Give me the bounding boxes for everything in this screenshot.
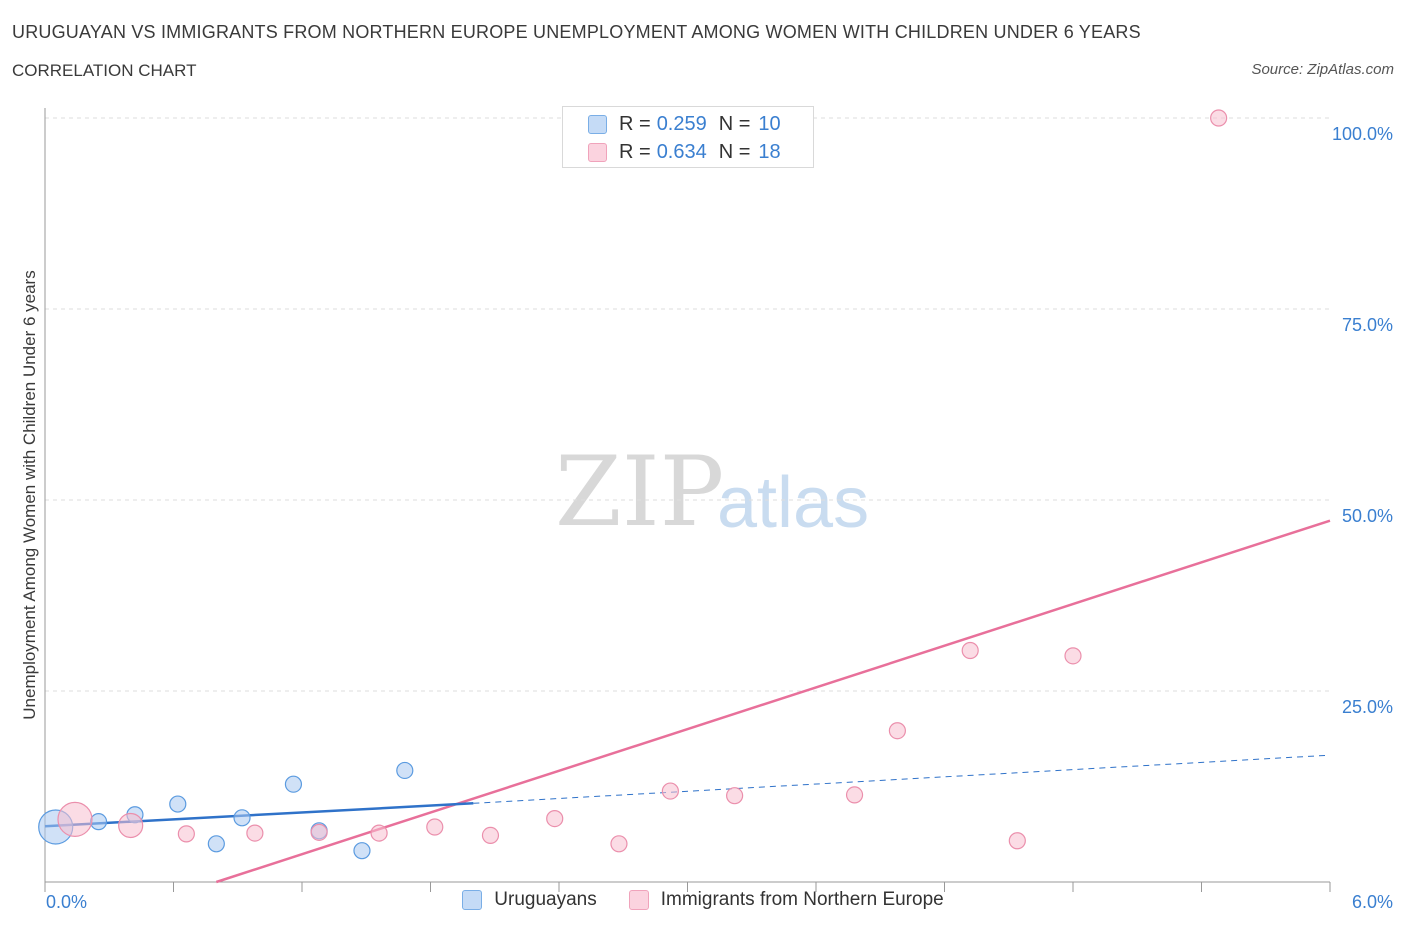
r-label: R = xyxy=(619,140,651,163)
chart-subtitle: CORRELATION CHART xyxy=(12,61,197,80)
watermark: ZIP atlas xyxy=(555,436,869,548)
immigrants-swatch xyxy=(588,142,607,162)
watermark-atlas: atlas xyxy=(717,463,869,543)
immigrants-point xyxy=(310,823,328,841)
y-tick-label-100: 100.0% xyxy=(1332,124,1393,144)
immigrants-point xyxy=(845,786,864,804)
immigrants-point xyxy=(426,818,444,836)
uruguayans-point xyxy=(89,813,108,831)
n-label: N = xyxy=(718,140,751,163)
legend-item-immigrants[interactable]: Immigrants from Northern Europe xyxy=(628,889,944,911)
legend-label: Uruguayans xyxy=(494,889,597,910)
immigrants-point xyxy=(726,787,744,805)
n-value: 10 xyxy=(758,112,781,135)
immigrants-point xyxy=(546,809,564,828)
uruguayans-point xyxy=(169,795,187,813)
trend-lines xyxy=(44,519,1331,884)
immigrants-trend-line xyxy=(215,519,1331,884)
stats-legend: R = 0.259 N = 10 R = 0.634 N = 18 xyxy=(562,106,814,168)
immigrants-point xyxy=(1008,832,1026,850)
n-label: N = xyxy=(718,112,751,135)
immigrants-point xyxy=(246,824,264,842)
x-tick-label-max: 6.0% xyxy=(1352,892,1393,912)
uruguayans-point xyxy=(284,775,303,793)
immigrants-legend-swatch xyxy=(628,890,649,910)
n-value: 18 xyxy=(758,140,781,163)
immigrants-point xyxy=(481,826,500,844)
uruguayans-point xyxy=(396,761,414,780)
legend-item-uruguayans[interactable]: Uruguayans xyxy=(462,889,597,911)
tick-labels: 25.0% 50.0% 75.0% 100.0% 0.0% 6.0% xyxy=(46,124,1393,912)
immigrants-point xyxy=(370,824,388,842)
r-value: 0.634 xyxy=(656,140,707,163)
r-value: 0.259 xyxy=(656,112,707,135)
stats-legend-row-uruguayans: R = 0.259 N = 10 xyxy=(588,112,781,136)
y-tick-label-25: 25.0% xyxy=(1342,697,1393,717)
uruguayans-trend-line xyxy=(44,802,474,828)
uruguayans-legend-swatch xyxy=(462,890,483,910)
watermark-zip: ZIP xyxy=(555,436,724,548)
immigrants-point xyxy=(118,812,144,839)
y-tick-label-50: 50.0% xyxy=(1342,506,1393,526)
immigrants-point xyxy=(57,801,93,837)
immigrants-point xyxy=(661,782,679,800)
immigrants-point xyxy=(961,641,979,660)
uruguayans-point xyxy=(207,835,225,853)
r-label: R = xyxy=(619,112,651,135)
data-points xyxy=(38,109,1228,860)
uruguayans-point xyxy=(233,809,251,827)
uruguayans-swatch xyxy=(588,114,607,134)
immigrants-point xyxy=(177,825,195,843)
axes xyxy=(44,108,1331,892)
stats-legend-row-immigrants: R = 0.634 N = 18 xyxy=(588,140,781,164)
immigrants-point xyxy=(888,722,906,740)
chart-title: URUGUAYAN VS IMMIGRANTS FROM NORTHERN EU… xyxy=(12,22,1141,42)
uruguayans-point xyxy=(353,842,371,860)
legend-label: Immigrants from Northern Europe xyxy=(660,889,944,910)
immigrants-point xyxy=(1210,109,1228,127)
grid-lines xyxy=(45,117,1330,692)
series-legend: Uruguayans Immigrants from Northern Euro… xyxy=(0,889,1406,911)
immigrants-point xyxy=(610,835,628,853)
source-label: Source: ZipAtlas.com xyxy=(1251,61,1394,78)
immigrants-point xyxy=(1064,647,1082,665)
y-tick-label-75: 75.0% xyxy=(1342,315,1393,335)
x-tick-label-min: 0.0% xyxy=(46,892,87,912)
uruguayans-trend-extrapolated xyxy=(473,754,1331,804)
